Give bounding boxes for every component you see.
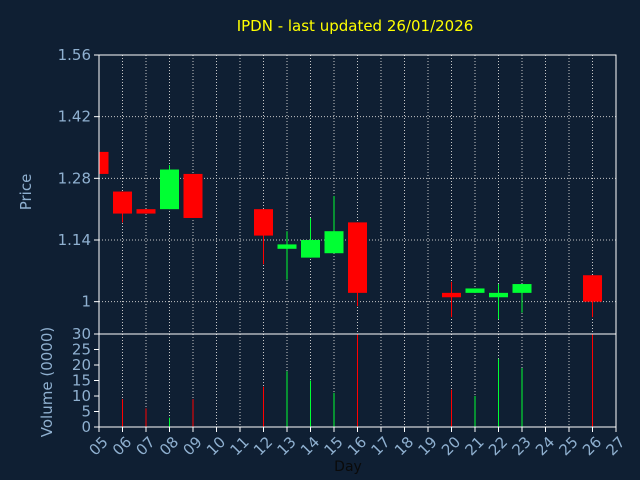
- candle-body: [183, 173, 203, 218]
- volume-y-tick-label: 25: [72, 341, 91, 359]
- price-y-tick-label: 1.28: [58, 169, 91, 187]
- volume-panel: [122, 334, 593, 427]
- x-axis-label: Day: [334, 459, 362, 475]
- candle-body: [512, 284, 532, 293]
- candle-body: [301, 240, 320, 258]
- price-y-tick-label: 1.56: [58, 46, 91, 64]
- candle-body: [324, 231, 344, 254]
- volume-y-tick-label: 30: [72, 325, 91, 343]
- candle-body: [583, 275, 602, 302]
- candle-body: [113, 191, 132, 214]
- candle-body: [465, 288, 485, 293]
- candle-body: [348, 222, 367, 293]
- price-y-tick-label: 1.42: [58, 108, 91, 126]
- volume-y-tick-label: 0: [81, 418, 91, 436]
- price-panel: [98, 151, 602, 320]
- volume-y-tick-label: 10: [72, 387, 91, 405]
- chart-title: IPDN - last updated 26/01/2026: [237, 17, 474, 35]
- candle-body: [136, 209, 156, 214]
- candle-body: [254, 209, 273, 236]
- candle-body: [99, 151, 109, 174]
- volume-y-tick-label: 20: [72, 356, 91, 374]
- candle-body: [489, 292, 508, 298]
- volume-frame: [98, 333, 617, 428]
- volume-axis-label: Volume (0000): [38, 327, 56, 437]
- candle-body: [277, 244, 297, 249]
- volume-y-tick-label: 5: [81, 403, 91, 421]
- candle-body: [160, 169, 179, 210]
- candle-body: [442, 292, 461, 298]
- price-axis-label: Price: [17, 174, 35, 211]
- volume-y-tick-label: 15: [72, 372, 91, 390]
- price-y-tick-label: 1.14: [58, 231, 91, 249]
- price-y-tick-label: 1: [81, 293, 91, 311]
